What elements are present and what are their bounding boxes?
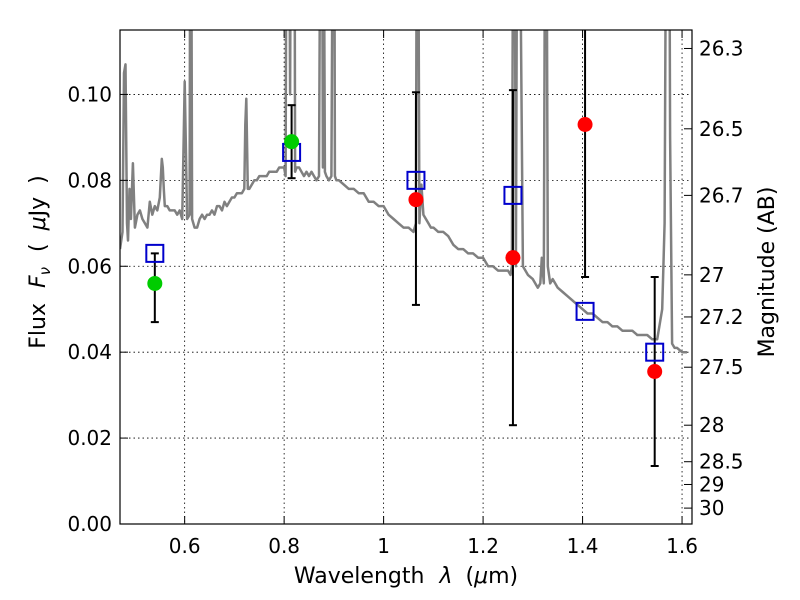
model-square-marker [145, 243, 165, 263]
plot-background [120, 30, 692, 524]
data-markers [145, 117, 665, 380]
x-tick-label: 0.8 [268, 534, 300, 558]
red-data-point [408, 192, 424, 208]
model-square-marker [645, 342, 665, 362]
y-tick-label: 0.08 [67, 168, 112, 192]
y2-tick-label: 27 [699, 263, 724, 287]
y-tick-label: 0.06 [67, 254, 112, 278]
plot-frame [119, 29, 693, 525]
red-data-point [577, 117, 593, 133]
x-axis-label: Wavelength λ (μm) [294, 564, 518, 589]
model-square-marker [406, 170, 426, 190]
model-square-marker [503, 185, 523, 205]
y2-tick-label: 29 [699, 472, 724, 496]
model-spectrum-line [120, 30, 687, 354]
x-tick-label: 1.2 [467, 534, 499, 558]
y2-tick-label: 26.5 [699, 117, 744, 141]
model-square-marker [575, 301, 595, 321]
red-data-point [647, 364, 663, 380]
y2-tick-label: 28.5 [699, 450, 744, 474]
y2-tick-label: 27.2 [699, 305, 744, 329]
x-tick-label: 0.6 [169, 534, 201, 558]
y-tick-label: 0.10 [67, 82, 112, 106]
green-data-point [284, 134, 300, 150]
y2-axis-label: Magnitude (AB) [755, 187, 780, 358]
x-tick-label: 1.4 [567, 534, 599, 558]
y2-tick-label: 26.3 [699, 36, 744, 60]
y-axis-ticks: 0.00 0.02 0.04 0.06 0.08 0.10 [67, 82, 128, 536]
green-data-point [147, 275, 163, 291]
red-data-point [505, 250, 521, 266]
y2-tick-label: 28 [699, 413, 724, 437]
y2-tick-label: 27.5 [699, 355, 744, 379]
model-spectrum [120, 30, 687, 354]
x-axis-ticks: 0.6 0.8 1 1.2 1.4 1.6 [169, 30, 698, 558]
y-axis-label: Flux Fν ( μJy ) [26, 175, 56, 348]
y2-tick-label: 30 [699, 496, 724, 520]
y-tick-label: 0.02 [67, 426, 112, 450]
x-tick-label: 1.6 [666, 534, 698, 558]
x-tick-label: 1 [377, 534, 390, 558]
y-tick-label: 0.00 [67, 512, 112, 536]
y-tick-label: 0.04 [67, 340, 112, 364]
y2-tick-label: 26.7 [699, 183, 744, 207]
